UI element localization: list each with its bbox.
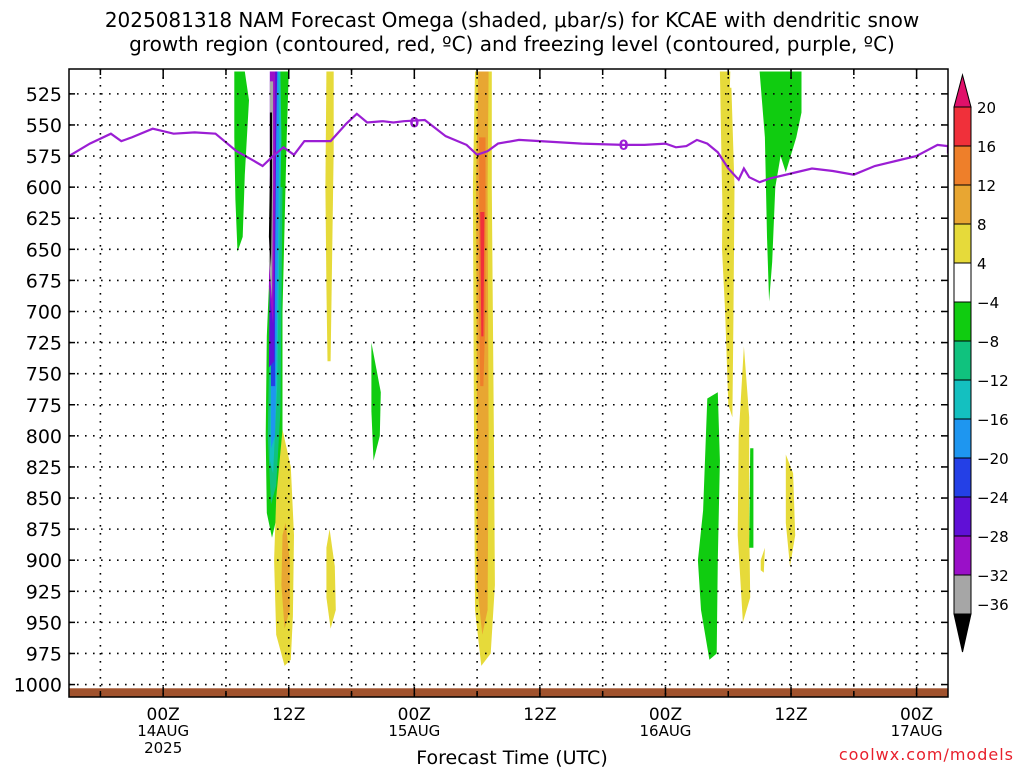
y-tick-label: 575 bbox=[26, 146, 62, 168]
colorbar-segment bbox=[953, 496, 972, 537]
x-tick-label: 12Z bbox=[272, 705, 305, 725]
y-tick-label: 625 bbox=[26, 208, 62, 230]
colorbar-segment bbox=[953, 613, 972, 653]
x-tick-date-label: 16AUG bbox=[639, 722, 691, 740]
x-tick-date-label: 14AUG bbox=[137, 722, 189, 740]
x-tick-label: 12Z bbox=[774, 705, 807, 725]
omega-region bbox=[326, 529, 336, 629]
colorbar-label: −28 bbox=[977, 528, 1009, 546]
colorbar-label: 12 bbox=[977, 177, 996, 195]
colorbar-label: 20 bbox=[977, 99, 996, 117]
colorbar-segment bbox=[953, 301, 972, 342]
colorbar-label: −36 bbox=[977, 596, 1009, 614]
omega-region bbox=[371, 342, 381, 461]
omega-region bbox=[325, 71, 334, 362]
y-tick-label: 750 bbox=[26, 364, 62, 386]
y-tick-label: 875 bbox=[26, 519, 62, 541]
x-tick-label: 00Z bbox=[900, 705, 933, 725]
y-tick-label: 550 bbox=[26, 115, 62, 137]
y-tick-label: 525 bbox=[26, 84, 62, 106]
chart-title: 2025081318 NAM Forecast Omega (shaded, μ… bbox=[0, 8, 1024, 56]
grid bbox=[69, 69, 948, 697]
colorbar-label: −20 bbox=[977, 450, 1009, 468]
chart-title-line2: growth region (contoured, red, ºC) and f… bbox=[129, 32, 895, 56]
colorbar-label: −4 bbox=[977, 294, 999, 312]
plot-area: 00 bbox=[69, 71, 948, 697]
colorbar-label: −24 bbox=[977, 489, 1009, 507]
colorbar-segment bbox=[953, 145, 972, 186]
omega-region bbox=[760, 547, 765, 573]
x-tick-date-label: 17AUG bbox=[891, 722, 943, 740]
colorbar-segment bbox=[953, 73, 972, 108]
colorbar: 20 16 12 8 4 −4 −8 −12 −16 −20 −24 −28 −32 −36 bbox=[953, 73, 1009, 653]
x-tick-year-label: 2025 bbox=[144, 739, 182, 757]
omega-region bbox=[480, 212, 485, 337]
x-tick-label: 00Z bbox=[147, 705, 180, 725]
colorbar-segment bbox=[953, 340, 972, 381]
y-tick-label: 775 bbox=[26, 395, 62, 417]
colorbar-label: −32 bbox=[977, 567, 1009, 585]
omega-region bbox=[759, 71, 802, 302]
colorbar-label: −12 bbox=[977, 372, 1009, 390]
colorbar-segment bbox=[953, 574, 972, 615]
y-tick-label: 700 bbox=[26, 301, 62, 323]
y-tick-label: 600 bbox=[26, 177, 62, 199]
colorbar-label: 8 bbox=[977, 216, 987, 234]
colorbar-segment bbox=[953, 262, 972, 303]
omega-region bbox=[749, 448, 754, 548]
omega-region bbox=[737, 346, 751, 623]
colorbar-segment bbox=[953, 457, 972, 498]
y-tick-label: 900 bbox=[26, 550, 62, 572]
x-tick-label: 12Z bbox=[523, 705, 556, 725]
y-tick-label: 1000 bbox=[14, 675, 62, 697]
y-tick-label: 675 bbox=[26, 270, 62, 292]
colorbar-segment bbox=[953, 106, 972, 147]
y-tick-label: 975 bbox=[26, 643, 62, 665]
credit-link[interactable]: coolwx.com/models bbox=[838, 745, 1014, 764]
omega-region bbox=[234, 71, 249, 252]
y-tick-label: 725 bbox=[26, 333, 62, 355]
colorbar-label: 4 bbox=[977, 255, 987, 273]
y-tick-label: 925 bbox=[26, 581, 62, 603]
freezing-level-label: 0 bbox=[619, 138, 629, 154]
x-tick-label: 00Z bbox=[649, 705, 682, 725]
y-tick-label: 950 bbox=[26, 612, 62, 634]
colorbar-segment bbox=[953, 379, 972, 420]
colorbar-segment bbox=[953, 418, 972, 459]
colorbar-label: −8 bbox=[977, 333, 999, 351]
freezing-level-label: 0 bbox=[409, 115, 419, 131]
omega-region bbox=[281, 522, 290, 629]
colorbar-segment bbox=[953, 223, 972, 264]
y-tick-label: 800 bbox=[26, 426, 62, 448]
x-tick-label: 00Z bbox=[398, 705, 431, 725]
colorbar-label: −16 bbox=[977, 411, 1009, 429]
omega-region bbox=[268, 112, 272, 268]
colorbar-segment bbox=[953, 535, 972, 576]
colorbar-segment bbox=[953, 184, 972, 225]
omega-region bbox=[719, 71, 731, 275]
y-tick-label: 850 bbox=[26, 488, 62, 510]
chart-title-line1: 2025081318 NAM Forecast Omega (shaded, μ… bbox=[104, 8, 920, 32]
x-axis-title: Forecast Time (UTC) bbox=[416, 747, 608, 769]
colorbar-label: 16 bbox=[977, 138, 996, 156]
surface-band bbox=[69, 688, 948, 697]
y-tick-label: 825 bbox=[26, 457, 62, 479]
freezing-level-line bbox=[69, 112, 948, 184]
omega-region bbox=[697, 392, 720, 660]
plot-frame bbox=[68, 68, 949, 698]
y-tick-label: 650 bbox=[26, 239, 62, 261]
x-tick-date-label: 15AUG bbox=[388, 722, 440, 740]
